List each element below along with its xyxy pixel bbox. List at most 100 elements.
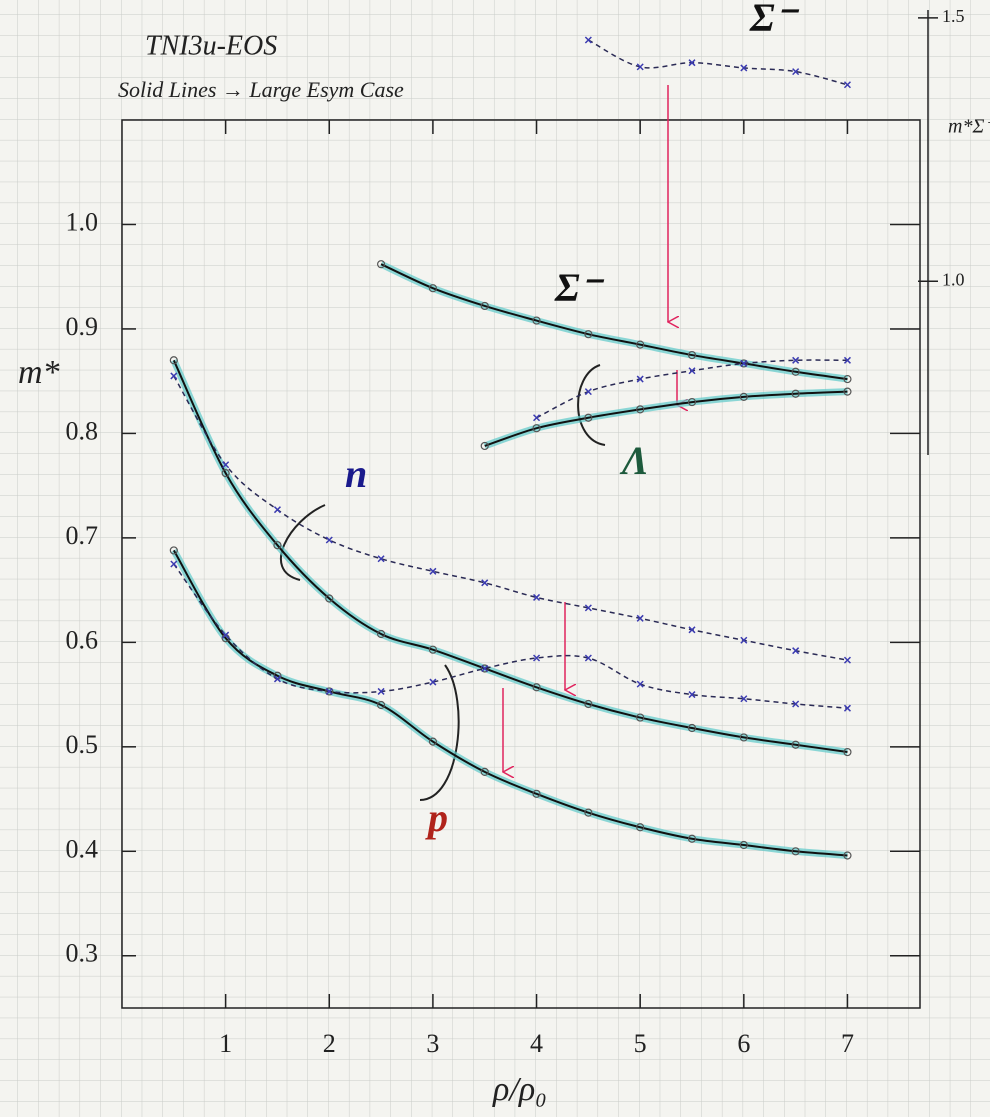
point <box>740 695 748 703</box>
arrows <box>503 85 677 772</box>
curve-label: n <box>345 451 367 496</box>
point <box>739 840 748 850</box>
point <box>636 405 645 414</box>
point <box>791 740 800 749</box>
point <box>481 664 489 673</box>
curve-label: Σ⁻ <box>554 265 605 310</box>
point <box>688 59 696 67</box>
point <box>222 461 230 469</box>
y-tick-label: 0.4 <box>66 834 99 863</box>
x-tick-label: 6 <box>737 1029 750 1058</box>
point <box>376 629 386 639</box>
x-tick-label: 4 <box>530 1029 543 1058</box>
point <box>843 851 852 860</box>
point <box>481 579 489 587</box>
point <box>377 555 385 563</box>
point <box>325 687 333 695</box>
point <box>843 356 851 364</box>
line <box>588 39 848 86</box>
point <box>792 356 800 364</box>
point <box>480 767 489 776</box>
point <box>428 737 438 746</box>
point <box>792 647 800 655</box>
point <box>688 367 696 375</box>
point <box>843 374 852 384</box>
x-tick-label: 2 <box>323 1029 336 1058</box>
y2-tick-label: 1.5 <box>942 6 965 26</box>
point <box>480 301 489 311</box>
point <box>532 789 541 798</box>
plot-frame <box>121 119 921 1009</box>
point <box>169 546 178 555</box>
point <box>584 388 592 396</box>
point <box>843 747 852 757</box>
point <box>688 691 696 699</box>
x-tick-label: 1 <box>219 1029 232 1058</box>
point <box>740 64 748 72</box>
point <box>169 356 178 365</box>
point <box>739 392 748 401</box>
point <box>791 389 800 398</box>
curve-label: Λ <box>619 438 649 483</box>
point <box>687 834 697 843</box>
curve-label: p <box>425 795 448 840</box>
point <box>533 414 541 422</box>
point <box>376 260 386 269</box>
y-tick-label: 0.8 <box>66 416 99 445</box>
point <box>688 626 696 634</box>
point <box>687 397 697 407</box>
chart-subtitle: Solid Lines → Large Esym Case <box>118 77 404 102</box>
point <box>429 567 437 575</box>
point <box>533 654 541 662</box>
point <box>428 284 438 293</box>
point <box>687 350 697 360</box>
line <box>380 263 848 381</box>
y-tick-label: 0.3 <box>66 939 99 968</box>
point <box>377 687 385 695</box>
point <box>636 375 644 383</box>
curve-label: Σ⁻ <box>749 0 800 40</box>
point <box>740 359 748 367</box>
point <box>222 631 230 639</box>
point <box>584 413 593 422</box>
point <box>170 560 178 568</box>
braces <box>279 364 606 801</box>
point <box>791 367 800 376</box>
point <box>273 675 281 683</box>
point <box>170 372 178 380</box>
point <box>843 704 851 712</box>
point <box>584 330 593 339</box>
y2-axis-label: m*Σ⁻ <box>948 116 990 138</box>
y-tick-label: 1.0 <box>66 207 99 236</box>
point <box>792 68 800 76</box>
point <box>740 636 748 644</box>
point <box>376 700 386 710</box>
point <box>636 823 645 832</box>
x-axis-label: ρ/ρ₀ <box>492 1071 547 1108</box>
point <box>687 723 697 733</box>
x-tick-label: 5 <box>634 1029 647 1058</box>
point <box>584 604 592 612</box>
brace <box>419 664 460 801</box>
point <box>428 645 438 654</box>
point <box>273 541 282 550</box>
point <box>584 36 592 44</box>
point <box>739 733 748 742</box>
y-tick-label: 0.9 <box>66 312 99 341</box>
point <box>532 683 541 692</box>
y-tick-label: 0.6 <box>66 625 99 654</box>
point <box>533 593 541 601</box>
point <box>480 441 489 451</box>
brace <box>279 504 326 581</box>
point <box>843 387 852 396</box>
point <box>636 713 645 722</box>
point <box>636 680 644 688</box>
point <box>791 847 800 856</box>
point <box>843 656 851 664</box>
point <box>636 614 644 622</box>
point <box>532 316 541 325</box>
y-axis-label: m* <box>18 354 60 391</box>
point <box>532 424 541 433</box>
